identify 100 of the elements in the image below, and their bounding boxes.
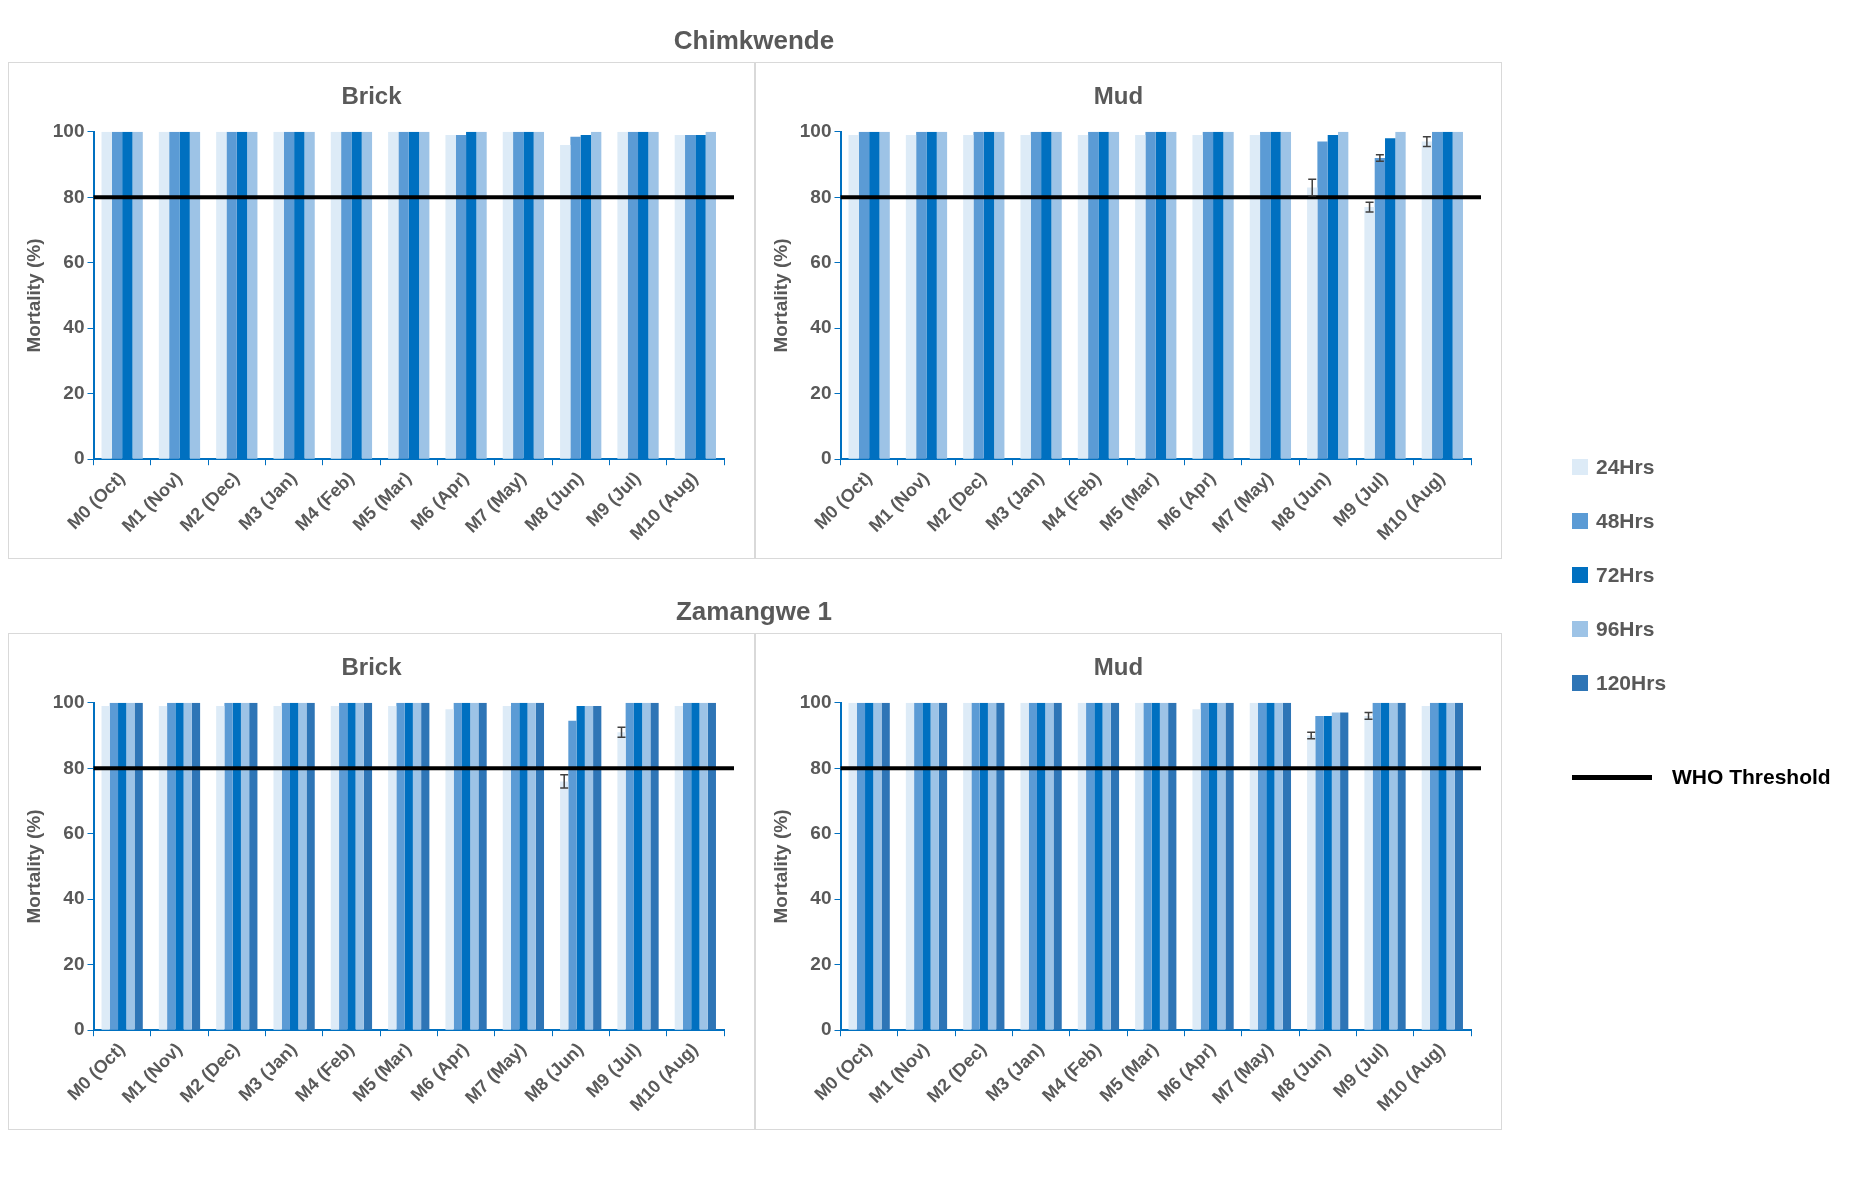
- legend-label: 72Hrs: [1596, 563, 1655, 587]
- y-tick-label: 100: [799, 691, 832, 713]
- bar: [973, 131, 984, 459]
- bar: [650, 702, 659, 1030]
- chart-subtitle: Brick: [341, 82, 403, 110]
- y-tick-label: 0: [73, 1018, 85, 1040]
- y-tick-label: 40: [810, 316, 832, 338]
- bar: [1223, 131, 1234, 459]
- bar: [1364, 207, 1375, 459]
- bar: [109, 702, 119, 1030]
- bar: [224, 702, 233, 1030]
- bar: [1088, 131, 1099, 459]
- bar: [478, 702, 487, 1030]
- bar: [183, 702, 192, 1030]
- y-tick-label: 60: [810, 251, 832, 272]
- bar: [905, 702, 915, 1030]
- bar: [996, 702, 1005, 1030]
- bar: [560, 781, 569, 1030]
- bar: [1338, 131, 1349, 459]
- bar: [1446, 702, 1455, 1030]
- bar: [1192, 709, 1201, 1030]
- y-tick-label: 80: [63, 185, 85, 207]
- y-tick-label: 20: [810, 381, 832, 403]
- bar: [1249, 702, 1259, 1030]
- bar: [1135, 702, 1144, 1030]
- bar: [856, 702, 866, 1030]
- bar: [388, 706, 397, 1030]
- legend-label: 96Hrs: [1596, 617, 1655, 641]
- bar: [1217, 702, 1226, 1030]
- bar: [298, 702, 307, 1030]
- bar: [916, 131, 927, 459]
- y-axis-title: Mortality (%): [22, 809, 44, 924]
- bar: [1331, 712, 1341, 1030]
- bar: [1077, 135, 1089, 459]
- bar: [625, 702, 634, 1030]
- y-tick-label: 80: [810, 756, 832, 778]
- bar: [502, 706, 512, 1030]
- bar: [1317, 141, 1328, 459]
- bar: [930, 702, 939, 1030]
- bar: [1045, 702, 1054, 1030]
- bar: [1280, 131, 1292, 459]
- y-tick-label: 60: [63, 822, 85, 843]
- bar: [848, 702, 857, 1030]
- y-tick-label: 60: [63, 251, 85, 272]
- bar: [1258, 702, 1267, 1030]
- y-tick-label: 40: [810, 887, 832, 909]
- bar: [1168, 702, 1177, 1030]
- bar: [1028, 702, 1037, 1030]
- y-axis-title: Mortality (%): [769, 809, 791, 924]
- bar: [1421, 141, 1433, 459]
- bar: [421, 702, 430, 1030]
- bar: [1086, 702, 1095, 1030]
- bar: [191, 702, 201, 1030]
- bar: [963, 702, 972, 1030]
- bar: [1389, 702, 1398, 1030]
- bar: [1397, 702, 1406, 1030]
- bar: [1249, 135, 1261, 459]
- bar: [963, 135, 974, 459]
- bar: [881, 702, 890, 1030]
- bar: [674, 706, 683, 1030]
- bar: [1143, 702, 1152, 1030]
- y-tick-label: 100: [52, 691, 85, 713]
- bar: [249, 702, 258, 1030]
- bar: [1051, 131, 1062, 459]
- bar: [330, 706, 340, 1030]
- bar: [1282, 702, 1292, 1030]
- bar: [1108, 131, 1120, 459]
- bar: [707, 702, 716, 1030]
- y-tick-label: 40: [63, 887, 85, 909]
- bar: [527, 702, 536, 1030]
- bar: [1364, 715, 1373, 1030]
- bar: [938, 702, 948, 1030]
- bar: [363, 702, 373, 1030]
- bar: [1192, 135, 1203, 459]
- bar: [1077, 702, 1087, 1030]
- bar: [987, 702, 997, 1030]
- bar: [1135, 135, 1146, 459]
- bar: [281, 702, 290, 1030]
- legend-label: 120Hrs: [1596, 671, 1667, 695]
- bar: [1110, 702, 1120, 1030]
- bar: [971, 702, 980, 1030]
- legend-label: 48Hrs: [1596, 509, 1655, 533]
- bar: [1372, 702, 1381, 1030]
- y-axis-title: Mortality (%): [769, 238, 791, 353]
- bar: [134, 702, 143, 1030]
- bar: [101, 706, 110, 1030]
- bar: [1452, 131, 1463, 459]
- y-tick-label: 100: [799, 120, 832, 142]
- bar: [355, 702, 364, 1030]
- bar: [1307, 735, 1316, 1030]
- y-tick-label: 80: [810, 185, 832, 207]
- bar: [1200, 702, 1209, 1030]
- bar: [1421, 706, 1430, 1030]
- bar: [642, 702, 651, 1030]
- bar: [1159, 702, 1169, 1030]
- y-tick-label: 40: [63, 316, 85, 338]
- bar: [617, 732, 626, 1030]
- bar: [273, 706, 282, 1030]
- bar: [1340, 712, 1349, 1030]
- y-tick-label: 0: [820, 447, 832, 469]
